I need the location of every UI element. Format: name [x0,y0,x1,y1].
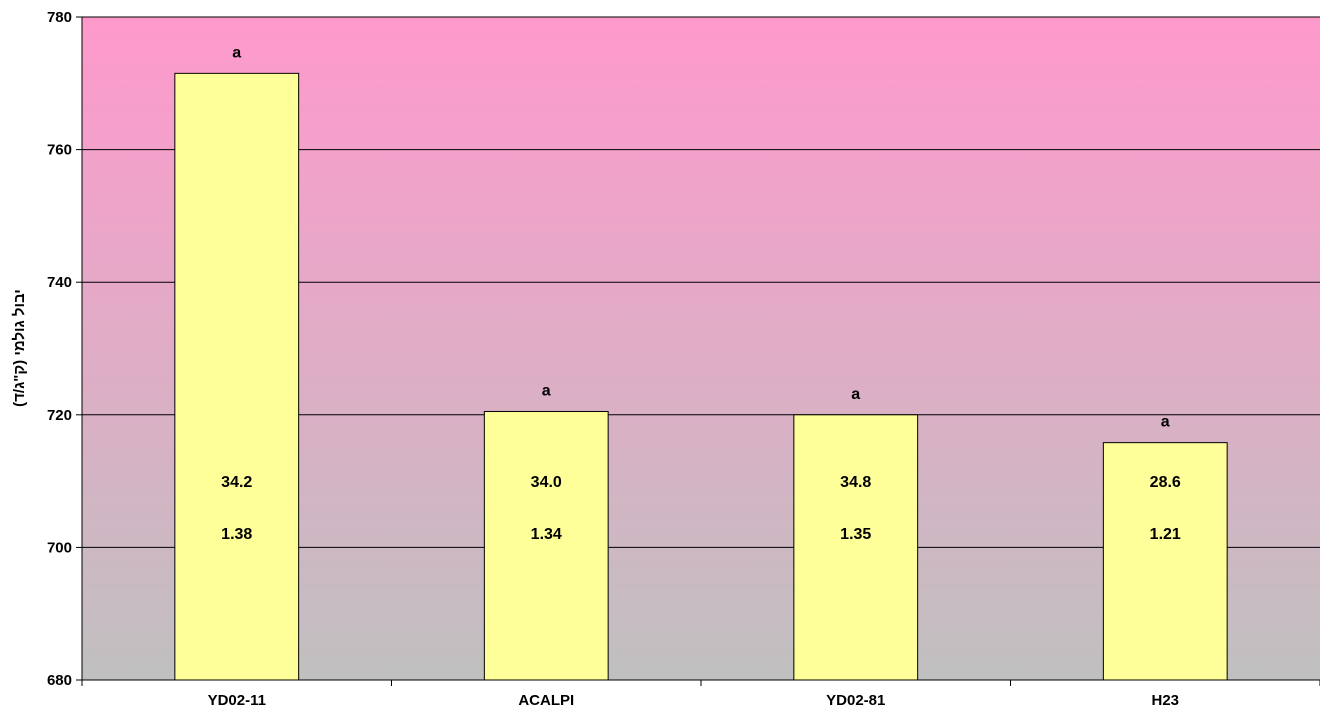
significance-label: a [1161,414,1170,431]
y-tick-label: 680 [47,672,72,689]
significance-label: a [851,386,860,403]
bar-h23 [1102,442,1228,681]
x-tick-label: YD02-81 [826,692,885,709]
significance-label: a [542,382,551,399]
y-tick-labels: 680 700 720 740 760 780 [47,9,82,689]
bar-inner-label-1: 34.8 [840,474,871,491]
bar-inner-label-2: 1.34 [531,526,562,543]
y-tick-label: 740 [47,274,72,291]
y-tick-label: 760 [47,142,72,159]
bar-acalpi [483,410,609,681]
bar-inner-label-2: 1.38 [221,526,252,543]
y-tick-label: 720 [47,407,72,424]
x-tick-labels: YD02-11 ACALPI YD02-81 H23 [81,680,1320,709]
y-tick-label: 780 [47,9,72,26]
bar-inner-label-2: 1.21 [1150,526,1181,543]
bar-inner-label-1: 28.6 [1150,474,1181,491]
bar-inner-label-2: 1.35 [840,526,871,543]
x-tick-label: YD02-11 [208,692,266,709]
x-tick-label: ACALPI [518,692,574,709]
y-tick-label: 700 [47,539,72,556]
x-tick-label: H23 [1151,692,1179,709]
bar-inner-label-1: 34.2 [221,474,252,491]
significance-label: a [232,44,241,61]
bar-yd02-81 [793,414,919,681]
bar-yd02-11 [174,72,300,681]
bar-inner-label-1: 34.0 [531,474,562,491]
bars: a 34.2 1.38 a 34.0 1.34 a 34.8 1.35 a 28.6 1.21 [174,44,1228,681]
y-axis-label: יבול גולמי (ק"ג/ד) [11,289,28,407]
